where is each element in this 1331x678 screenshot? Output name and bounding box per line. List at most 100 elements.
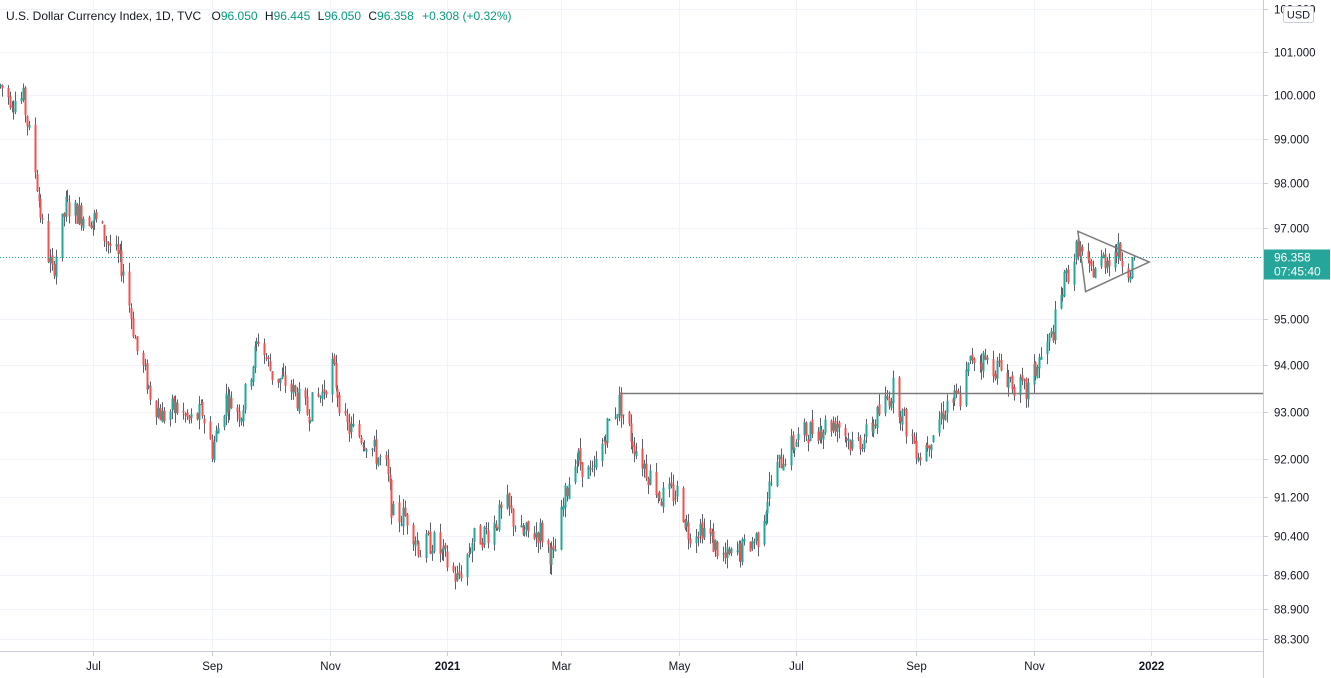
candle-body	[1108, 260, 1111, 267]
candle-body	[1075, 241, 1078, 260]
candle-body	[520, 525, 523, 528]
candle-body	[668, 483, 671, 490]
candle-body	[109, 243, 112, 247]
candle-body	[24, 87, 27, 116]
candle-body	[1119, 243, 1122, 261]
candle-body	[751, 540, 754, 549]
candle-body	[136, 336, 139, 352]
candle-body	[901, 409, 904, 425]
candle-body	[919, 457, 922, 461]
candle-body	[1081, 246, 1084, 252]
candle-body	[82, 218, 85, 229]
candle-body	[1087, 251, 1090, 260]
candle-body	[1061, 294, 1064, 298]
candle-body	[290, 383, 293, 392]
candle-body	[973, 358, 976, 364]
candle-body	[859, 437, 862, 450]
candle-body	[20, 98, 23, 102]
candle-body	[201, 401, 204, 417]
candle-body	[230, 397, 233, 409]
candle-body	[836, 424, 839, 432]
candle-body	[103, 224, 106, 241]
currency-badge[interactable]: USD	[1283, 6, 1314, 23]
candle-body	[817, 431, 820, 441]
candle-body	[649, 470, 652, 485]
candle-body	[830, 420, 833, 432]
candle-body	[442, 545, 445, 551]
candle-body	[325, 391, 328, 395]
candle-body	[687, 522, 690, 540]
candle-body	[28, 125, 31, 128]
candle-body	[608, 419, 611, 421]
candle-body	[568, 484, 571, 499]
grid	[0, 0, 1263, 651]
y-tick-label: 92.000	[1274, 455, 1309, 467]
candle-body	[1036, 367, 1039, 378]
candle-body	[105, 241, 108, 243]
symmetrical-triangle-pattern[interactable]	[1076, 230, 1152, 293]
candle-body	[242, 410, 245, 422]
candle-body	[209, 421, 212, 440]
y-tick-label: 93.000	[1274, 408, 1309, 420]
candle-body	[537, 532, 540, 544]
candle-body	[984, 355, 987, 360]
candle-body	[857, 437, 860, 439]
candle-body	[986, 357, 989, 360]
candle-body	[512, 509, 515, 527]
candle-body	[994, 373, 997, 379]
candle-body	[117, 244, 120, 255]
candle-body	[74, 202, 77, 216]
candle-body	[412, 524, 415, 545]
candle-body	[822, 432, 825, 440]
candle-body	[362, 444, 365, 447]
candle-body	[911, 434, 914, 436]
candle-body	[1025, 378, 1028, 399]
candle-body	[849, 440, 852, 451]
candle-body	[763, 520, 766, 545]
candle-body	[416, 540, 419, 542]
candle-body	[844, 427, 847, 437]
candle-body	[309, 420, 312, 422]
legend-symbol[interactable]: U.S. Dollar Currency Index, 1D, TVC	[6, 9, 202, 23]
price-axis[interactable]: 102.000101.000100.00099.00098.00097.0009…	[1263, 5, 1316, 647]
candle-body	[618, 394, 621, 416]
x-tick-label: Nov	[1024, 661, 1045, 673]
candle-body	[824, 419, 827, 433]
candle-body	[872, 424, 875, 434]
candle-body	[68, 202, 71, 217]
candle-body	[834, 421, 837, 432]
candle-body	[120, 250, 123, 277]
time-axis[interactable]: Jul Sep Nov 2021 Mar May Jul Sep Nov 2022	[86, 651, 1164, 673]
candle-body	[940, 412, 943, 420]
candle-body	[593, 465, 596, 467]
candle-body	[171, 398, 174, 410]
candle-body	[851, 439, 854, 449]
candle-body	[685, 520, 688, 527]
candle-body	[11, 106, 14, 108]
candle-body	[915, 440, 918, 459]
candle-body	[1038, 357, 1041, 369]
candle-body	[876, 406, 879, 428]
candle-body	[1, 85, 4, 89]
candle-body	[9, 96, 12, 108]
candle-body	[622, 414, 625, 416]
candle-body	[982, 352, 985, 372]
drawings[interactable]	[618, 230, 1263, 395]
candle-body	[628, 412, 631, 424]
candle-body	[992, 359, 995, 377]
candle-body	[41, 218, 44, 220]
candle-body	[899, 416, 902, 423]
candle-body	[317, 393, 320, 397]
candle-body	[1104, 254, 1107, 268]
candle-body	[589, 468, 592, 470]
candle-body	[965, 369, 968, 406]
candle-body	[240, 418, 243, 423]
candle-body	[955, 390, 958, 393]
candle-body	[635, 451, 638, 457]
candle-body	[616, 414, 619, 419]
candle-body	[554, 549, 557, 552]
candle-body	[709, 528, 712, 534]
candle-body	[90, 225, 93, 229]
y-tick-label: 95.000	[1274, 315, 1309, 327]
